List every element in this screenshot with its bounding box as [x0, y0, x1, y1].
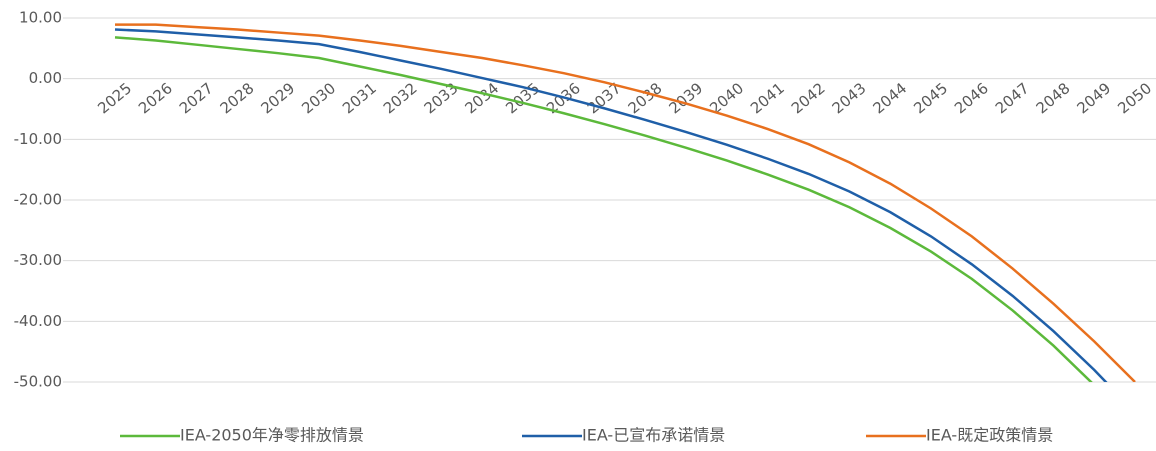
x-tick-label: 2027 — [176, 79, 217, 117]
series-line — [114, 36, 1093, 382]
x-tick-label: 2029 — [257, 79, 298, 117]
y-tick-label: 10.00 — [19, 9, 62, 27]
x-tick-label: 2028 — [217, 79, 258, 117]
x-tick-label: 2034 — [461, 79, 502, 117]
x-tick-label: 2043 — [829, 79, 870, 117]
series-line — [115, 23, 1136, 382]
y-tick-label: -20.00 — [14, 191, 62, 209]
x-tick-label: 2046 — [951, 79, 992, 117]
legend-label: IEA-2050年净零排放情景 — [180, 426, 364, 445]
x-tick-label: 2044 — [869, 79, 910, 117]
x-tick-label: 2045 — [910, 79, 951, 117]
y-tick-label: 0.00 — [29, 69, 62, 87]
x-tick-label: 2025 — [94, 79, 135, 117]
x-tick-label: 2041 — [747, 79, 788, 117]
legend-label: IEA-既定政策情景 — [926, 426, 1053, 445]
x-tick-label: 2026 — [135, 79, 176, 117]
x-tick-label: 2030 — [298, 79, 339, 117]
x-tick-label: 2039 — [665, 79, 706, 117]
y-tick-label: -50.00 — [14, 373, 62, 391]
x-tick-label: 2048 — [1033, 79, 1074, 117]
x-tick-label: 2031 — [339, 79, 380, 117]
x-tick-label: 2050 — [1114, 79, 1155, 117]
x-tick-label: 2032 — [380, 79, 421, 117]
y-tick-label: -30.00 — [14, 251, 62, 269]
series-line — [114, 28, 1108, 382]
y-tick-label: -40.00 — [14, 312, 62, 330]
x-tick-label: 2049 — [1073, 79, 1114, 117]
x-tick-label: 2038 — [625, 79, 666, 117]
legend-label: IEA-已宣布承诺情景 — [582, 426, 725, 445]
y-tick-label: -10.00 — [14, 130, 62, 148]
x-tick-label: 2047 — [992, 79, 1033, 117]
x-tick-label: 2042 — [788, 79, 829, 117]
